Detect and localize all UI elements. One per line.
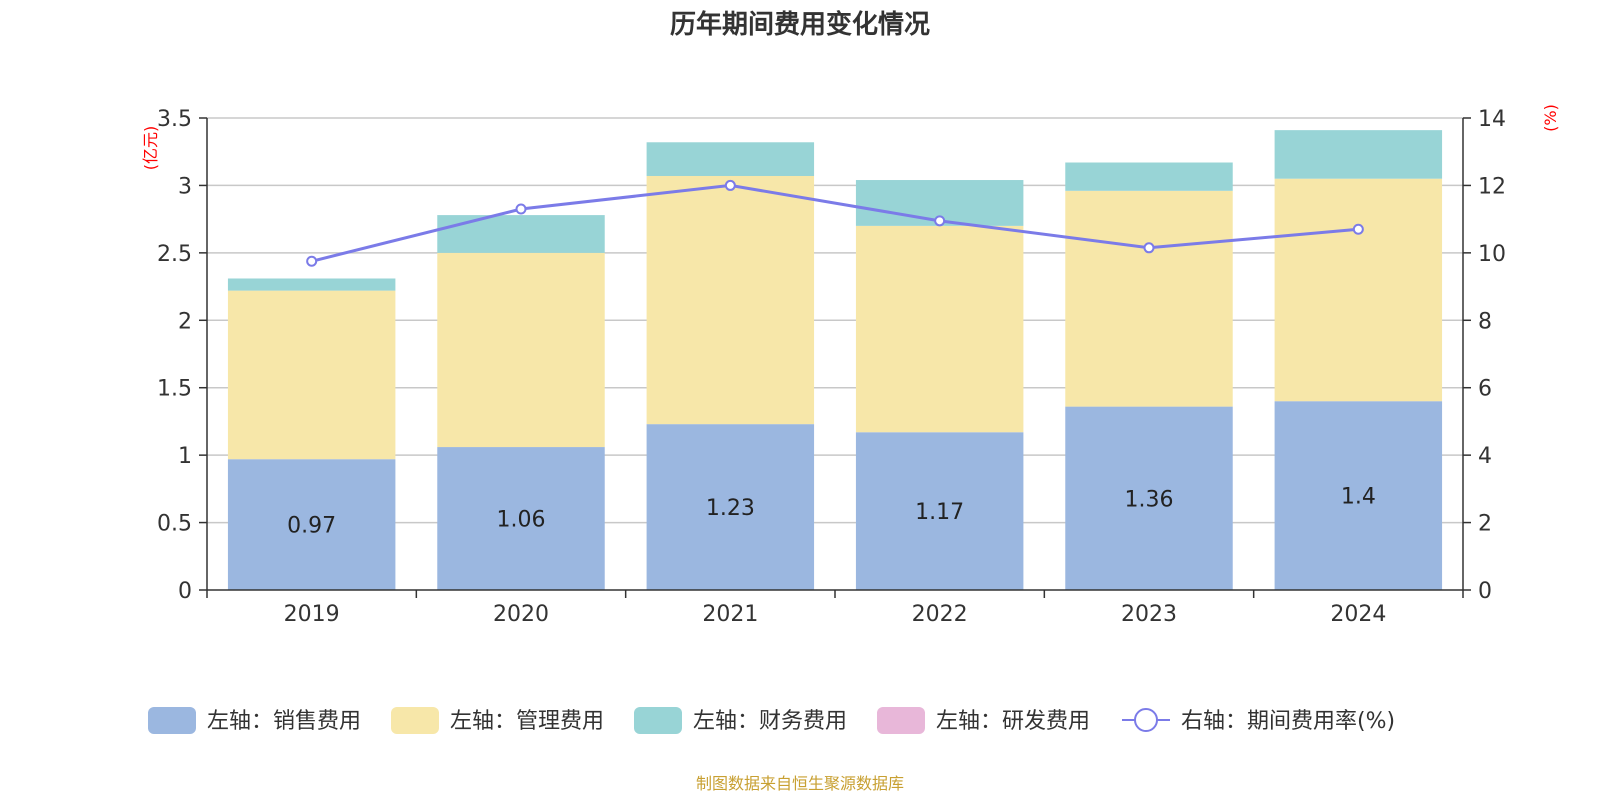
left-tick-label: 3 bbox=[178, 174, 192, 199]
x-tick-label: 2021 bbox=[702, 602, 758, 627]
left-tick-label: 1 bbox=[178, 444, 192, 469]
bar-value-label: 1.36 bbox=[1125, 487, 1174, 512]
bar-segment bbox=[437, 252, 605, 448]
bar-value-label: 1.17 bbox=[915, 500, 964, 525]
legend-label: 左轴：销售费用 bbox=[207, 709, 361, 734]
legend-swatch bbox=[391, 707, 439, 734]
source-note: 制图数据来自恒生聚源数据库 bbox=[696, 774, 904, 793]
legend: 左轴：销售费用 左轴：管理费用 左轴：财务费用 左轴：研发费用 右轴：期间费用率(%) bbox=[148, 707, 1395, 734]
bar-labels: 0.97 1.06 1.23 1.17 1.36 1.4 bbox=[287, 485, 1376, 539]
bar-segment bbox=[1274, 178, 1443, 402]
left-tick-label: 0 bbox=[178, 579, 192, 604]
right-tick-label: 12 bbox=[1478, 174, 1506, 199]
right-tick-label: 8 bbox=[1478, 309, 1492, 334]
bar-value-label: 1.4 bbox=[1341, 485, 1376, 510]
bar-segment bbox=[646, 424, 815, 590]
rate-point bbox=[306, 255, 318, 267]
bar-segment bbox=[1065, 162, 1233, 191]
left-tick-label: 3.5 bbox=[157, 107, 192, 132]
bar-segment bbox=[1274, 130, 1443, 179]
left-tick-label: 0.5 bbox=[157, 512, 192, 537]
right-tick-label: 4 bbox=[1478, 444, 1492, 469]
left-tick-label: 2 bbox=[178, 309, 192, 334]
right-tick-label: 0 bbox=[1478, 579, 1492, 604]
x-tick-label: 2024 bbox=[1330, 602, 1386, 627]
bar-segment bbox=[646, 175, 815, 425]
x-tick-label: 2019 bbox=[284, 602, 340, 627]
left-tick-label: 1.5 bbox=[157, 377, 192, 402]
legend-label: 左轴：管理费用 bbox=[450, 709, 604, 734]
x-tick-label: 2023 bbox=[1121, 602, 1177, 627]
bar-value-label: 1.06 bbox=[497, 508, 546, 533]
bar-value-label: 0.97 bbox=[287, 514, 336, 539]
legend-swatch bbox=[877, 707, 925, 734]
x-tick-label: 2022 bbox=[912, 602, 968, 627]
right-tick-label: 14 bbox=[1478, 107, 1506, 132]
bar-segment bbox=[437, 215, 605, 253]
bar-value-label: 1.23 bbox=[706, 496, 755, 521]
grid-lines bbox=[207, 117, 1463, 524]
legend-label: 左轴：财务费用 bbox=[693, 709, 847, 734]
legend-swatch bbox=[634, 707, 682, 734]
legend-label: 左轴：研发费用 bbox=[936, 709, 1090, 734]
left-tick-label: 2.5 bbox=[157, 242, 192, 267]
bar-segment bbox=[227, 290, 396, 460]
rate-point bbox=[1143, 242, 1155, 254]
right-tick-label: 2 bbox=[1478, 512, 1492, 537]
bar-segment bbox=[855, 432, 1024, 590]
bar-segment bbox=[855, 225, 1024, 433]
legend-label: 右轴：期间费用率(%) bbox=[1181, 709, 1395, 734]
right-tick-label: 6 bbox=[1478, 377, 1492, 402]
right-tick-label: 10 bbox=[1478, 242, 1506, 267]
rate-point bbox=[1352, 223, 1364, 235]
rate-point bbox=[724, 179, 736, 191]
rate-point bbox=[515, 203, 527, 215]
chart-title: 历年期间费用变化情况 bbox=[670, 9, 930, 40]
bar-segment bbox=[437, 447, 605, 590]
bar-segment bbox=[1065, 406, 1233, 590]
bars bbox=[227, 130, 1443, 590]
bar-segment bbox=[646, 142, 815, 176]
x-tick-label: 2020 bbox=[493, 602, 549, 627]
bar-segment bbox=[1274, 401, 1443, 590]
rate-point bbox=[934, 215, 946, 227]
legend-marker bbox=[1134, 708, 1158, 732]
rate-line bbox=[306, 179, 1364, 267]
left-axis-unit: (亿元) bbox=[141, 126, 160, 171]
right-axis-unit: (%) bbox=[1541, 104, 1560, 132]
rate-line-path bbox=[311, 183, 1359, 263]
legend-swatch bbox=[148, 707, 196, 734]
bar-segment bbox=[227, 278, 396, 291]
bar-segment bbox=[227, 459, 396, 590]
bar-segment bbox=[1065, 190, 1233, 407]
